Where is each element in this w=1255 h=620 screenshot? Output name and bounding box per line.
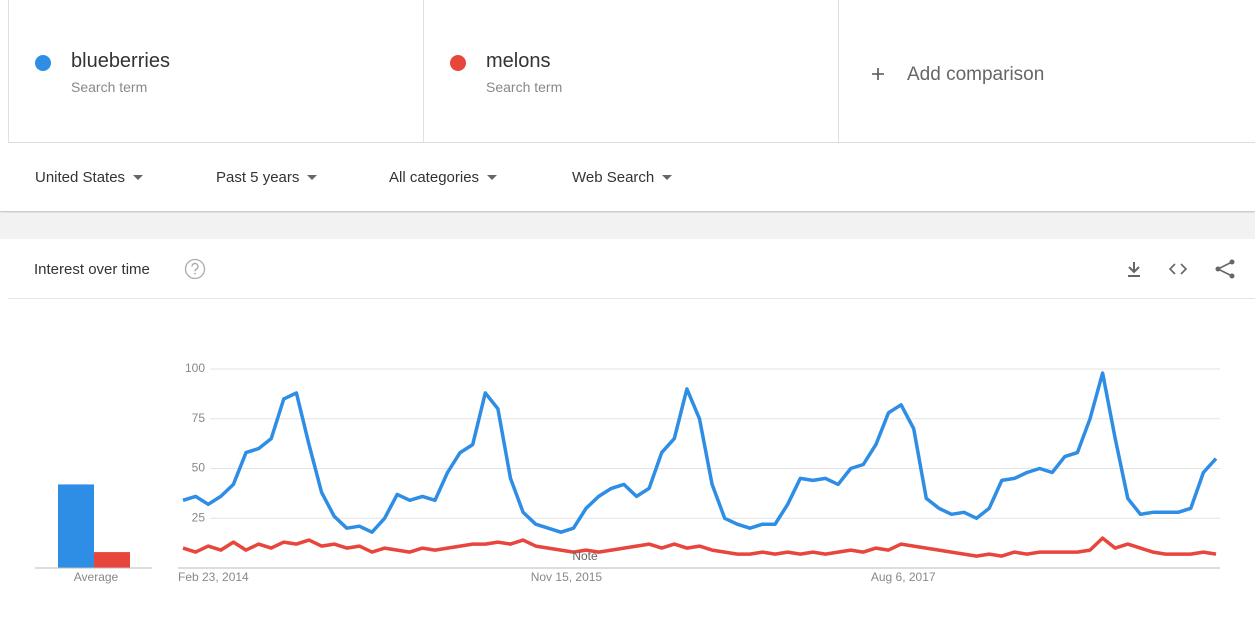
average-label: Average <box>74 570 119 584</box>
caret <box>662 175 673 181</box>
download-icon[interactable] <box>1128 262 1140 277</box>
add-comparison[interactable]: Add comparison <box>838 0 1253 142</box>
average-bar <box>94 552 130 568</box>
card-title: Interest over time <box>34 261 150 278</box>
term-name: melons <box>486 50 551 72</box>
filter-label: United States <box>35 169 126 186</box>
filter-label: Past 5 years <box>216 169 300 186</box>
filter[interactable]: Past 5 years <box>216 169 318 186</box>
search-terms: blueberries Search term melons Search te… <box>8 0 1255 143</box>
x-tick-label: Feb 23, 2014 <box>178 570 249 584</box>
caret <box>133 175 144 181</box>
plus-icon <box>872 68 884 80</box>
filter[interactable]: United States <box>35 169 144 186</box>
average-bar <box>58 484 94 568</box>
y-tick-label: 50 <box>192 461 206 475</box>
term-card[interactable]: melons Search term <box>423 0 838 142</box>
help-icon[interactable] <box>184 258 206 280</box>
annotation: Note <box>572 549 598 563</box>
y-tick-label: 25 <box>192 510 206 524</box>
series-line <box>182 536 1217 558</box>
term-card[interactable]: blueberries Search term <box>8 0 423 142</box>
caret <box>307 175 318 181</box>
term-sub: Search term <box>486 79 563 95</box>
term-sub: Search term <box>71 79 148 95</box>
add-comparison-label: Add comparison <box>907 64 1045 85</box>
filter-label: All categories <box>389 169 480 186</box>
y-tick-label: 100 <box>185 361 205 375</box>
term-dot <box>450 55 466 71</box>
card-actions <box>1128 259 1235 279</box>
separator-band <box>0 213 1255 239</box>
interest-card: Interest over time <box>8 239 1255 620</box>
series-line <box>182 371 1218 534</box>
share-icon[interactable] <box>1215 259 1235 279</box>
x-tick-label: Nov 15, 2015 <box>531 570 603 584</box>
filter[interactable]: All categories <box>389 169 498 186</box>
embed-icon[interactable] <box>1168 263 1188 275</box>
caret <box>487 175 498 181</box>
x-tick-label: Aug 6, 2017 <box>871 570 936 584</box>
y-tick-label: 75 <box>192 411 206 425</box>
filter-label: Web Search <box>572 169 655 186</box>
filter-bar: United States Past 5 years All categorie… <box>0 143 1255 212</box>
filter[interactable]: Web Search <box>572 169 673 186</box>
card-divider <box>8 298 1255 299</box>
term-dot <box>35 55 51 71</box>
term-name: blueberries <box>71 50 170 72</box>
